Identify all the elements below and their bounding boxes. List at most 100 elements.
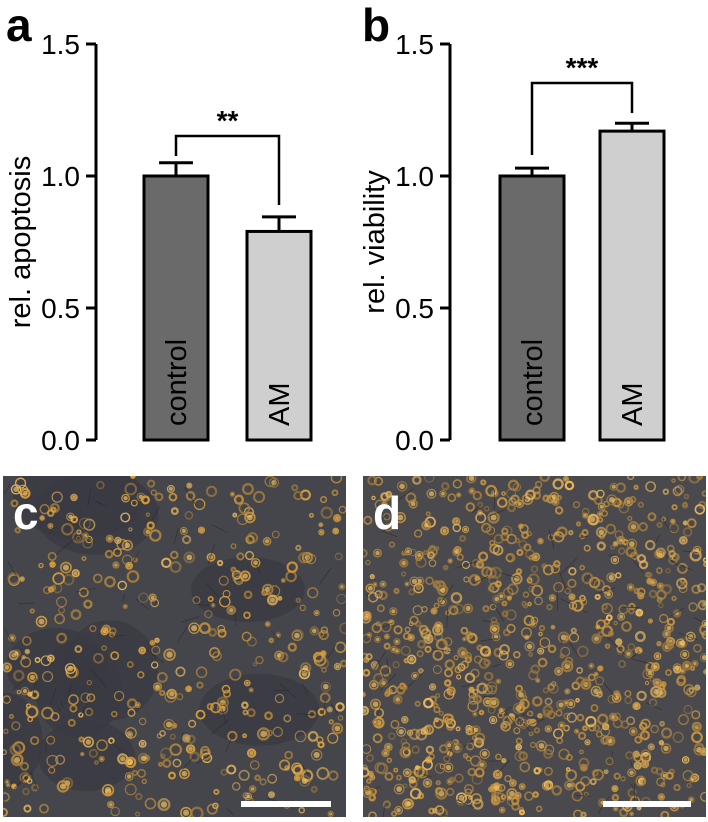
cell bbox=[413, 582, 424, 594]
cell bbox=[610, 544, 615, 550]
cell-nucleus bbox=[491, 699, 497, 706]
cell-nucleus bbox=[596, 625, 599, 629]
cell bbox=[332, 609, 341, 617]
cell-nucleus bbox=[140, 755, 147, 762]
cell bbox=[617, 613, 626, 621]
cell bbox=[546, 603, 553, 611]
cell bbox=[697, 583, 706, 593]
cell-process bbox=[147, 650, 165, 664]
cell-nucleus bbox=[638, 649, 642, 652]
cell bbox=[38, 562, 44, 569]
cell bbox=[686, 782, 692, 789]
cell bbox=[444, 717, 450, 723]
y-axis-label: rel. apoptosis bbox=[5, 156, 37, 329]
cell bbox=[112, 561, 120, 569]
cell-nucleus bbox=[470, 688, 473, 692]
cell bbox=[544, 725, 552, 733]
cell bbox=[46, 509, 55, 517]
cell bbox=[71, 569, 80, 578]
cell bbox=[647, 743, 655, 751]
cell-nucleus bbox=[417, 578, 423, 584]
cell bbox=[435, 787, 443, 795]
cell bbox=[17, 484, 29, 496]
cell bbox=[404, 581, 410, 587]
cell bbox=[508, 779, 517, 787]
cell-process bbox=[91, 669, 107, 688]
cell bbox=[366, 778, 372, 784]
cell-nucleus bbox=[229, 607, 234, 613]
cell bbox=[515, 689, 527, 701]
cell bbox=[152, 682, 163, 692]
cell bbox=[637, 592, 645, 600]
cell bbox=[532, 791, 539, 798]
cell-nucleus bbox=[538, 649, 543, 653]
cell bbox=[254, 774, 261, 782]
cell bbox=[639, 730, 650, 741]
cell-process bbox=[529, 718, 545, 726]
cell-process bbox=[497, 760, 510, 774]
cell bbox=[256, 727, 271, 741]
cell bbox=[407, 633, 415, 642]
cell bbox=[443, 755, 451, 763]
cell bbox=[320, 506, 333, 519]
cell-nucleus bbox=[509, 790, 515, 797]
cell bbox=[682, 527, 693, 537]
cell bbox=[3, 728, 9, 735]
cell bbox=[443, 679, 452, 687]
cell bbox=[384, 523, 393, 532]
cell bbox=[402, 768, 412, 778]
cell bbox=[272, 726, 284, 738]
cell bbox=[68, 694, 79, 706]
cell-process bbox=[177, 625, 188, 643]
cell bbox=[465, 502, 475, 512]
cell bbox=[701, 490, 706, 497]
cell bbox=[635, 608, 644, 617]
cell-nucleus bbox=[334, 529, 338, 533]
cell bbox=[59, 561, 72, 574]
cell bbox=[105, 534, 114, 543]
cell bbox=[476, 682, 488, 695]
cell bbox=[424, 476, 435, 483]
cell-nucleus bbox=[108, 536, 112, 541]
cell bbox=[22, 787, 30, 796]
cell-process bbox=[402, 548, 406, 554]
cell bbox=[556, 526, 568, 538]
cell bbox=[435, 780, 441, 786]
cell bbox=[465, 631, 474, 640]
cell bbox=[74, 645, 83, 654]
cell bbox=[394, 511, 406, 524]
cell bbox=[78, 587, 89, 598]
cell-nucleus bbox=[181, 528, 186, 533]
cell bbox=[217, 628, 227, 638]
cell bbox=[151, 661, 159, 669]
cell bbox=[634, 631, 646, 642]
cell bbox=[435, 638, 448, 651]
cell bbox=[484, 506, 490, 512]
cell bbox=[659, 613, 669, 624]
cell-process bbox=[110, 776, 117, 780]
cell bbox=[134, 811, 141, 817]
panel-label-c: c bbox=[13, 487, 39, 539]
cell bbox=[434, 693, 441, 699]
cell bbox=[161, 557, 172, 568]
cell bbox=[505, 553, 516, 563]
cell bbox=[559, 653, 565, 659]
cell bbox=[686, 686, 697, 698]
cell bbox=[542, 564, 554, 576]
cell-nucleus bbox=[160, 801, 168, 808]
cell bbox=[433, 718, 444, 729]
cell bbox=[495, 678, 502, 685]
cell bbox=[328, 770, 339, 781]
cell bbox=[414, 550, 424, 560]
cell bbox=[333, 662, 342, 671]
cell-nucleus bbox=[14, 651, 19, 656]
cell-nucleus bbox=[372, 701, 379, 708]
cell-nucleus bbox=[442, 528, 447, 533]
cell bbox=[193, 498, 206, 511]
cell bbox=[195, 709, 206, 720]
cell bbox=[535, 677, 541, 683]
cell bbox=[366, 754, 374, 762]
cell bbox=[656, 641, 662, 647]
cell bbox=[316, 736, 324, 744]
cell bbox=[130, 499, 138, 507]
